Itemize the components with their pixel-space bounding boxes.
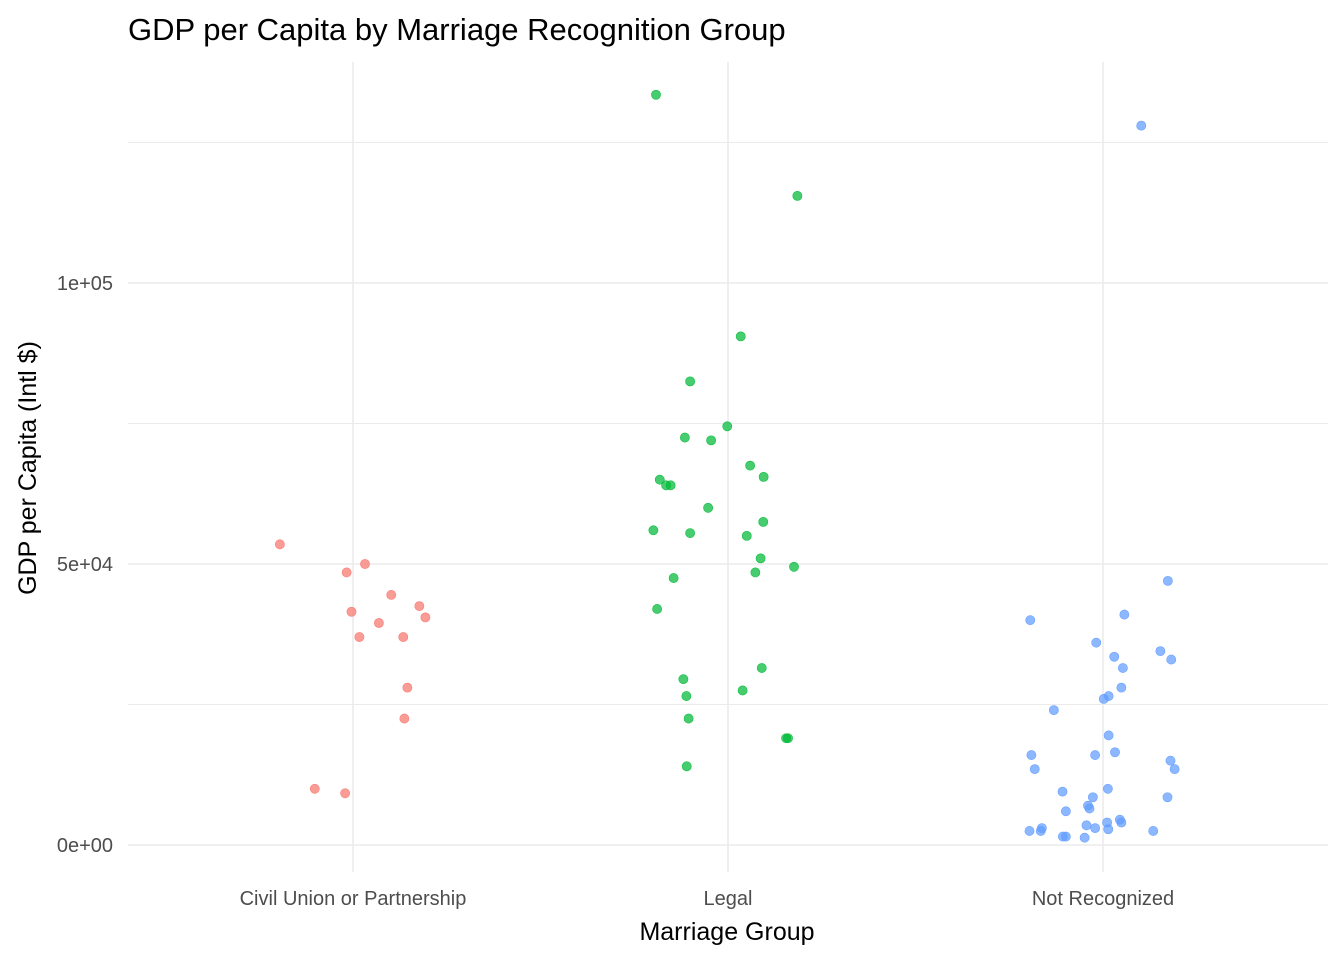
- data-point: [1081, 820, 1092, 831]
- data-point: [685, 376, 696, 387]
- data-point: [706, 435, 717, 446]
- data-point: [1090, 823, 1101, 834]
- data-point: [354, 632, 365, 642]
- data-point: [685, 528, 696, 538]
- data-point: [1048, 705, 1059, 716]
- data-point: [652, 604, 663, 614]
- data-point: [402, 682, 413, 693]
- data-point: [679, 432, 690, 443]
- data-point: [1060, 806, 1071, 817]
- data-point: [1169, 764, 1180, 775]
- data-point: [758, 471, 769, 482]
- data-point: [340, 788, 351, 799]
- data-point: [1110, 747, 1120, 758]
- data-point: [789, 561, 799, 572]
- data-point: [1148, 826, 1159, 836]
- data-point: [1035, 826, 1046, 836]
- data-point: [1090, 750, 1101, 760]
- data-point: [683, 713, 694, 724]
- grid-lines: [128, 62, 1328, 872]
- data-point: [1162, 792, 1173, 803]
- x-tick-label: Not Recognized: [1032, 888, 1174, 910]
- data-point: [1057, 786, 1068, 797]
- data-point: [1057, 831, 1068, 842]
- data-point: [1116, 817, 1127, 828]
- data-point: [783, 733, 793, 744]
- data-point: [756, 663, 767, 673]
- data-point: [414, 601, 425, 612]
- data-point: [1117, 663, 1128, 673]
- data-point: [373, 618, 384, 628]
- data-point: [386, 590, 397, 600]
- data-point: [274, 539, 285, 550]
- data-point: [678, 674, 689, 685]
- data-point: [651, 89, 661, 100]
- x-axis-ticks: Civil Union or Partnership Legal Not Recog…: [240, 888, 1175, 910]
- data-point: [1103, 730, 1114, 741]
- data-point: [668, 573, 679, 583]
- data-point: [398, 632, 409, 642]
- data-point: [741, 531, 752, 541]
- data-point: [420, 612, 431, 623]
- data-point: [735, 331, 746, 342]
- data-point: [1165, 755, 1176, 766]
- data-point: [360, 559, 370, 569]
- y-tick-label: 0e+00: [57, 835, 113, 857]
- data-point: [758, 516, 769, 527]
- data-point: [1024, 826, 1035, 836]
- data-point: [648, 525, 659, 536]
- data-point: [722, 421, 733, 432]
- y-axis-title: GDP per Capita (Intl $): [14, 341, 42, 595]
- data-point: [1103, 691, 1114, 701]
- data-point: [681, 761, 692, 772]
- data-point: [346, 606, 357, 617]
- data-point: [1087, 792, 1098, 803]
- data-point: [703, 502, 714, 513]
- x-tick-label: Legal: [704, 888, 753, 910]
- data-point: [1103, 824, 1114, 835]
- data-point: [341, 567, 352, 578]
- y-axis-ticks: 0e+00 5e+04 1e+05: [57, 273, 113, 857]
- data-point: [1026, 750, 1037, 760]
- data-point: [1102, 783, 1113, 794]
- data-point: [745, 460, 756, 471]
- data-point: [1136, 120, 1147, 131]
- x-tick-label: Civil Union or Partnership: [240, 888, 467, 910]
- data-point: [1109, 651, 1120, 662]
- data-point: [1155, 646, 1166, 657]
- data-point: [681, 691, 692, 701]
- data-point: [1029, 764, 1040, 775]
- x-axis-title: Marriage Group: [639, 918, 814, 946]
- data-point: [755, 553, 766, 564]
- data-point: [654, 474, 665, 485]
- y-tick-label: 1e+05: [57, 273, 113, 295]
- data-point: [1091, 637, 1102, 648]
- data-point: [737, 685, 748, 696]
- data-point: [1162, 575, 1173, 586]
- data-point: [1166, 654, 1177, 665]
- data-point: [1119, 609, 1130, 620]
- data-point: [1025, 615, 1036, 626]
- y-tick-label: 5e+04: [57, 554, 113, 576]
- data-point: [792, 190, 803, 201]
- data-point: [309, 783, 320, 794]
- data-points: [274, 89, 1180, 843]
- data-point: [665, 480, 676, 491]
- data-point: [1116, 682, 1127, 693]
- chart-title: GDP per Capita by Marriage Recognition G…: [128, 12, 786, 47]
- data-point: [399, 713, 410, 724]
- data-point: [1079, 832, 1090, 843]
- data-point: [1084, 803, 1095, 814]
- data-point: [750, 567, 761, 578]
